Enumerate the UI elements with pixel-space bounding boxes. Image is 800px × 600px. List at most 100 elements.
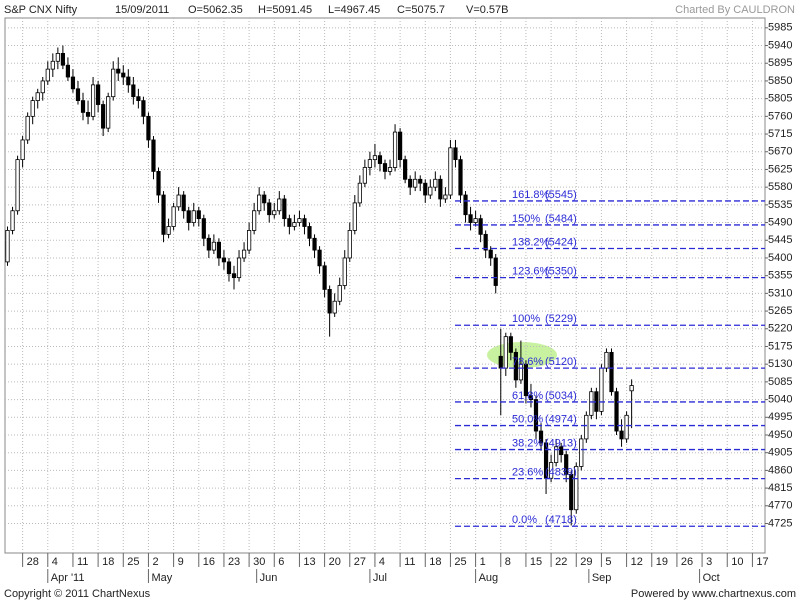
candle-body <box>372 155 378 161</box>
y-tick-label: 4815 <box>768 482 792 494</box>
candle-body <box>35 92 40 102</box>
x-tick-label: 10 <box>731 556 743 568</box>
fib-value: (5120) <box>545 356 577 368</box>
y-tick-label: 5985 <box>768 22 792 34</box>
x-tick-label: 22 <box>555 556 567 568</box>
quote-open: O=5062.35 <box>188 4 243 16</box>
candle-body <box>241 249 247 259</box>
quote-high: H=5091.45 <box>258 4 312 16</box>
y-tick-label: 5805 <box>768 93 792 105</box>
fib-level: 38.2% <box>512 437 543 449</box>
candle-body <box>302 218 307 227</box>
fib-level: 138.2% <box>512 236 550 248</box>
candle-body <box>40 80 45 94</box>
y-tick-label: 5355 <box>768 270 792 282</box>
x-tick-label: 18 <box>429 556 441 568</box>
candle-body <box>413 178 418 188</box>
candle-body <box>90 84 96 117</box>
candle-body <box>418 178 423 184</box>
candle-body <box>50 60 55 70</box>
candle-body <box>483 233 488 251</box>
x-tick-label: 25 <box>127 556 139 568</box>
candle-body <box>55 53 60 62</box>
quote-date: 15/09/2011 <box>115 4 169 16</box>
candle-body <box>443 194 448 200</box>
fib-level: 50.0% <box>512 413 543 425</box>
x-tick-label: 30 <box>253 556 265 568</box>
candle-body <box>211 241 216 251</box>
candle-body <box>292 222 297 227</box>
candle-body <box>186 210 191 223</box>
candle-body <box>619 430 624 440</box>
candle-body <box>599 367 604 412</box>
candle-body <box>574 466 579 511</box>
y-tick-label: 5715 <box>768 128 792 140</box>
candle-body <box>468 214 473 223</box>
candle-body <box>70 76 76 90</box>
candle-body <box>423 182 428 196</box>
y-tick-label: 5310 <box>768 287 792 299</box>
candle-body <box>236 257 242 279</box>
fib-value: (4839) <box>545 467 577 479</box>
candle-body <box>533 399 539 432</box>
x-tick-label: 2 <box>152 556 158 568</box>
candle-body <box>317 249 322 267</box>
x-tick-label: 29 <box>580 556 592 568</box>
y-tick-label: 5895 <box>768 57 792 69</box>
candle-body <box>96 84 101 105</box>
month-label: Jun <box>260 572 278 584</box>
candle-body <box>156 171 161 196</box>
candle-body <box>10 210 15 231</box>
y-tick-label: 5085 <box>768 376 792 388</box>
candle-body <box>267 202 272 216</box>
fib-value: (4718) <box>545 514 577 526</box>
candle-body <box>282 198 287 220</box>
copyright: Copyright © 2011 ChartNexus <box>4 588 151 600</box>
candle-body <box>221 257 227 263</box>
x-tick-label: 17 <box>756 556 768 568</box>
x-tick-label: 26 <box>681 556 693 568</box>
fib-value: (4913) <box>545 437 577 449</box>
candle-body <box>569 473 574 511</box>
fib-level: 161.8% <box>512 189 550 201</box>
x-tick-label: 23 <box>228 556 240 568</box>
y-tick-label: 5850 <box>768 75 792 87</box>
candle-body <box>307 226 312 239</box>
candle-body <box>433 178 438 188</box>
candle-body <box>564 454 569 475</box>
y-tick-label: 5175 <box>768 340 792 352</box>
y-tick-label: 5580 <box>768 181 792 193</box>
month-label: Oct <box>703 572 720 584</box>
y-tick-label: 5220 <box>768 323 792 335</box>
month-label: Jul <box>373 572 387 584</box>
candle-body <box>141 100 146 117</box>
x-tick-label: 12 <box>631 556 643 568</box>
candle-body <box>438 178 443 200</box>
y-tick-label: 5130 <box>768 358 792 370</box>
y-tick-label: 5445 <box>768 234 792 246</box>
fib-value: (5034) <box>545 390 577 402</box>
candle-body <box>528 395 534 400</box>
y-tick-label: 5490 <box>768 216 792 228</box>
candle-body <box>327 289 332 314</box>
month-label: Apr '11 <box>51 572 85 584</box>
candle-body <box>206 237 211 251</box>
candle-body <box>332 300 337 314</box>
x-tick-label: 28 <box>27 556 39 568</box>
candle-body <box>272 210 277 216</box>
candle-body <box>403 159 408 180</box>
candle-body <box>604 351 609 369</box>
y-tick-label: 4995 <box>768 411 792 423</box>
candle-body <box>171 206 176 227</box>
fib-value: (5424) <box>545 236 577 248</box>
candle-body <box>347 230 352 259</box>
y-tick-label: 5040 <box>768 393 792 405</box>
candle-body <box>408 178 413 188</box>
y-tick-label: 5670 <box>768 146 792 158</box>
candle-body <box>357 182 362 204</box>
candle-body <box>80 100 86 113</box>
x-tick-label: 8 <box>505 556 511 568</box>
candle-body <box>538 430 544 444</box>
candle-body <box>20 139 25 161</box>
fib-value: (5545) <box>545 189 577 201</box>
